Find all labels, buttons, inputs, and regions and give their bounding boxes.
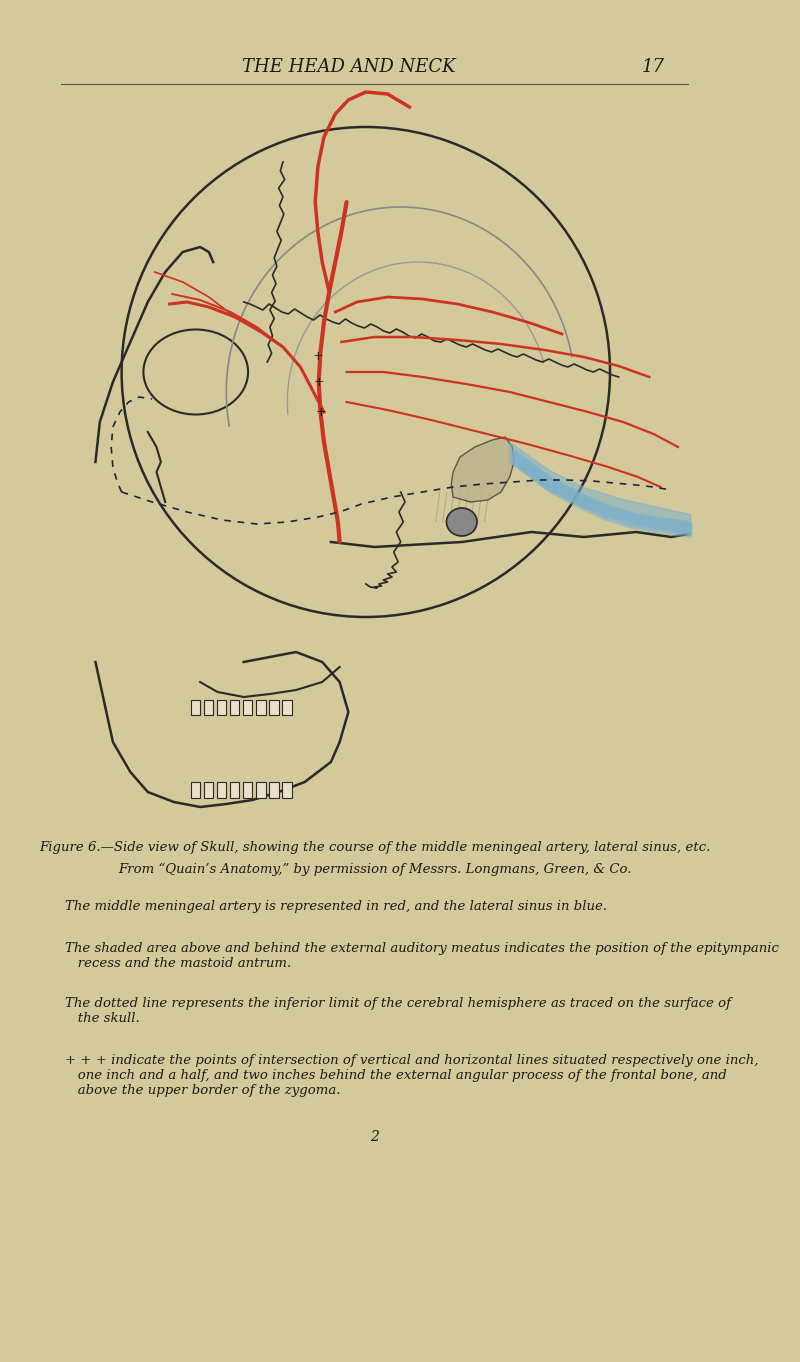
Text: The dotted line represents the inferior limit of the cerebral hemisphere as trac: The dotted line represents the inferior … xyxy=(65,997,731,1026)
FancyBboxPatch shape xyxy=(269,782,278,798)
Text: Figure 6.—Side view of Skull, showing the course of the middle meningeal artery,: Figure 6.—Side view of Skull, showing th… xyxy=(39,840,710,854)
Text: + + + indicate the points of intersection of vertical and horizontal lines situa: + + + indicate the points of intersectio… xyxy=(65,1054,758,1096)
Text: 2: 2 xyxy=(370,1130,379,1144)
FancyBboxPatch shape xyxy=(269,700,278,715)
FancyBboxPatch shape xyxy=(243,782,253,798)
FancyBboxPatch shape xyxy=(52,102,689,832)
FancyBboxPatch shape xyxy=(203,700,213,715)
Text: From “Quain’s Anatomy,” by permission of Messrs. Longmans, Green, & Co.: From “Quain’s Anatomy,” by permission of… xyxy=(118,862,631,876)
Text: 17: 17 xyxy=(642,59,665,76)
Text: THE HEAD AND NECK: THE HEAD AND NECK xyxy=(242,59,455,76)
Text: +: + xyxy=(315,406,326,418)
Text: +: + xyxy=(313,350,323,364)
FancyBboxPatch shape xyxy=(243,700,253,715)
FancyBboxPatch shape xyxy=(282,782,292,798)
Text: +: + xyxy=(314,376,324,388)
FancyBboxPatch shape xyxy=(190,700,200,715)
FancyBboxPatch shape xyxy=(203,782,213,798)
FancyBboxPatch shape xyxy=(230,700,239,715)
FancyBboxPatch shape xyxy=(256,700,266,715)
FancyBboxPatch shape xyxy=(217,700,226,715)
FancyBboxPatch shape xyxy=(230,782,239,798)
FancyBboxPatch shape xyxy=(256,782,266,798)
FancyBboxPatch shape xyxy=(282,700,292,715)
FancyBboxPatch shape xyxy=(190,782,200,798)
Ellipse shape xyxy=(446,508,477,537)
Text: The middle meningeal artery is represented in red, and the lateral sinus in blue: The middle meningeal artery is represent… xyxy=(65,900,607,913)
Text: The shaded area above and behind the external auditory meatus indicates the posi: The shaded area above and behind the ext… xyxy=(65,943,779,970)
Polygon shape xyxy=(451,437,514,503)
FancyBboxPatch shape xyxy=(217,782,226,798)
